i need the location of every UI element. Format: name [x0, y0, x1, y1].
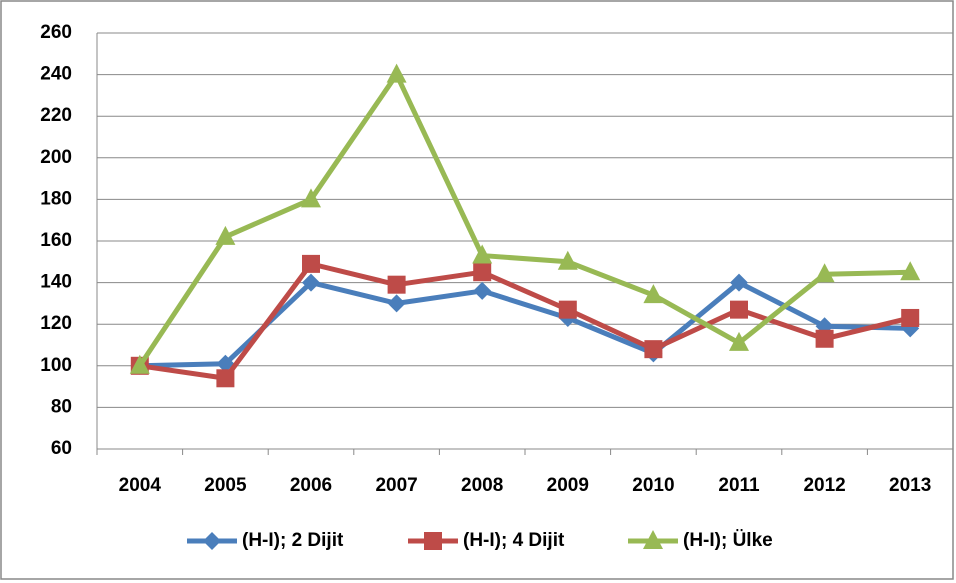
x-tick-label: 2005 — [204, 475, 247, 496]
y-tick-label: 220 — [40, 105, 72, 126]
x-tick-label: 2008 — [461, 475, 503, 496]
marker-square — [730, 300, 748, 319]
marker-triangle — [643, 530, 663, 549]
marker-triangle — [557, 250, 578, 270]
x-tick-label: 2006 — [290, 475, 332, 496]
y-tick-label: 60 — [51, 438, 72, 459]
x-tick-label: 2009 — [547, 475, 589, 496]
y-tick-label: 200 — [40, 147, 72, 168]
marker-triangle — [814, 263, 835, 283]
y-tick-label: 180 — [40, 188, 72, 209]
marker-square — [815, 329, 834, 348]
y-tick-label: 80 — [51, 396, 72, 417]
x-tick-label: 2013 — [889, 475, 931, 496]
y-tick-label: 100 — [40, 355, 72, 376]
y-tick-label: 140 — [40, 272, 72, 293]
x-tick-label: 2010 — [632, 475, 674, 496]
marker-square — [387, 275, 406, 294]
marker-square — [558, 300, 577, 319]
marker-square — [644, 340, 663, 359]
marker-triangle — [729, 331, 749, 351]
marker-triangle — [215, 225, 236, 245]
x-tick-label: 2012 — [803, 475, 845, 496]
marker-square — [302, 254, 320, 273]
legend-label: (H-I); 2 Dijit — [242, 530, 344, 551]
marker-diamond — [387, 294, 406, 313]
marker-diamond — [302, 273, 320, 292]
marker-square — [216, 369, 235, 388]
y-tick-label: 240 — [40, 64, 72, 85]
marker-triangle — [900, 261, 921, 281]
marker-triangle — [301, 188, 321, 208]
marker-triangle — [472, 244, 493, 264]
marker-triangle — [129, 354, 150, 374]
legend-label: (H-I); 4 Dijit — [463, 530, 565, 551]
y-tick-label: 260 — [40, 22, 72, 43]
series-line — [139, 261, 911, 381]
marker-diamond — [203, 532, 221, 550]
marker-triangle — [643, 284, 664, 304]
marker-square — [901, 308, 920, 327]
legend-label: (H-I); Ülke — [683, 530, 773, 551]
x-tick-label: 2007 — [375, 475, 417, 496]
x-tick-label: 2011 — [718, 475, 760, 496]
marker-triangle — [386, 63, 407, 83]
series-line — [137, 72, 911, 368]
x-tick-label: 2004 — [119, 475, 162, 496]
y-tick-label: 160 — [40, 230, 72, 251]
y-tick-label: 120 — [40, 313, 72, 334]
marker-diamond — [473, 281, 492, 300]
marker-square — [473, 263, 492, 282]
marker-square — [424, 532, 442, 550]
marker-diamond — [730, 273, 748, 292]
